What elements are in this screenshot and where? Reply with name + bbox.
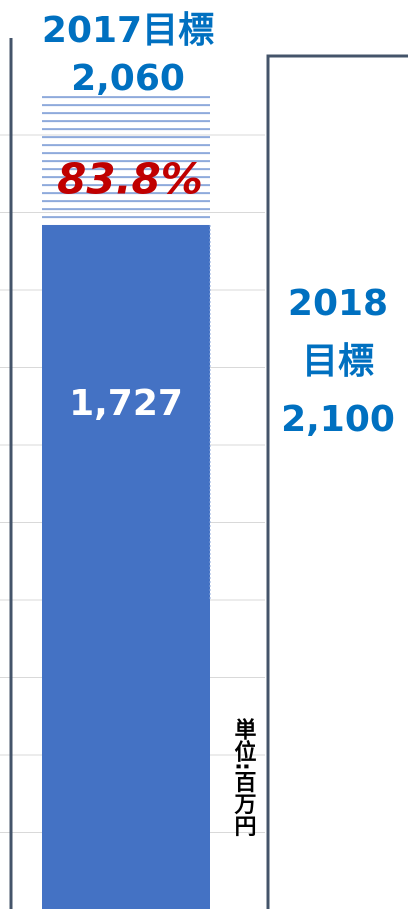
next-target-line: 目標 (302, 341, 374, 382)
chart-title: 2017目標 (42, 10, 214, 51)
target-hatch (42, 96, 210, 219)
rate-label: 83.8% (57, 155, 203, 204)
next-target-line: 2018 (288, 283, 388, 324)
bar (42, 224, 210, 909)
next-target-line: 2,100 (281, 399, 395, 440)
next-year-frame (266, 54, 408, 909)
next-target: 2018 目標 2,100 (281, 283, 395, 440)
unit-label: 単位:百万円 (231, 717, 258, 838)
value-label: 1,727 (69, 383, 183, 424)
marks (42, 96, 211, 909)
target-label: 2,060 (71, 58, 185, 99)
